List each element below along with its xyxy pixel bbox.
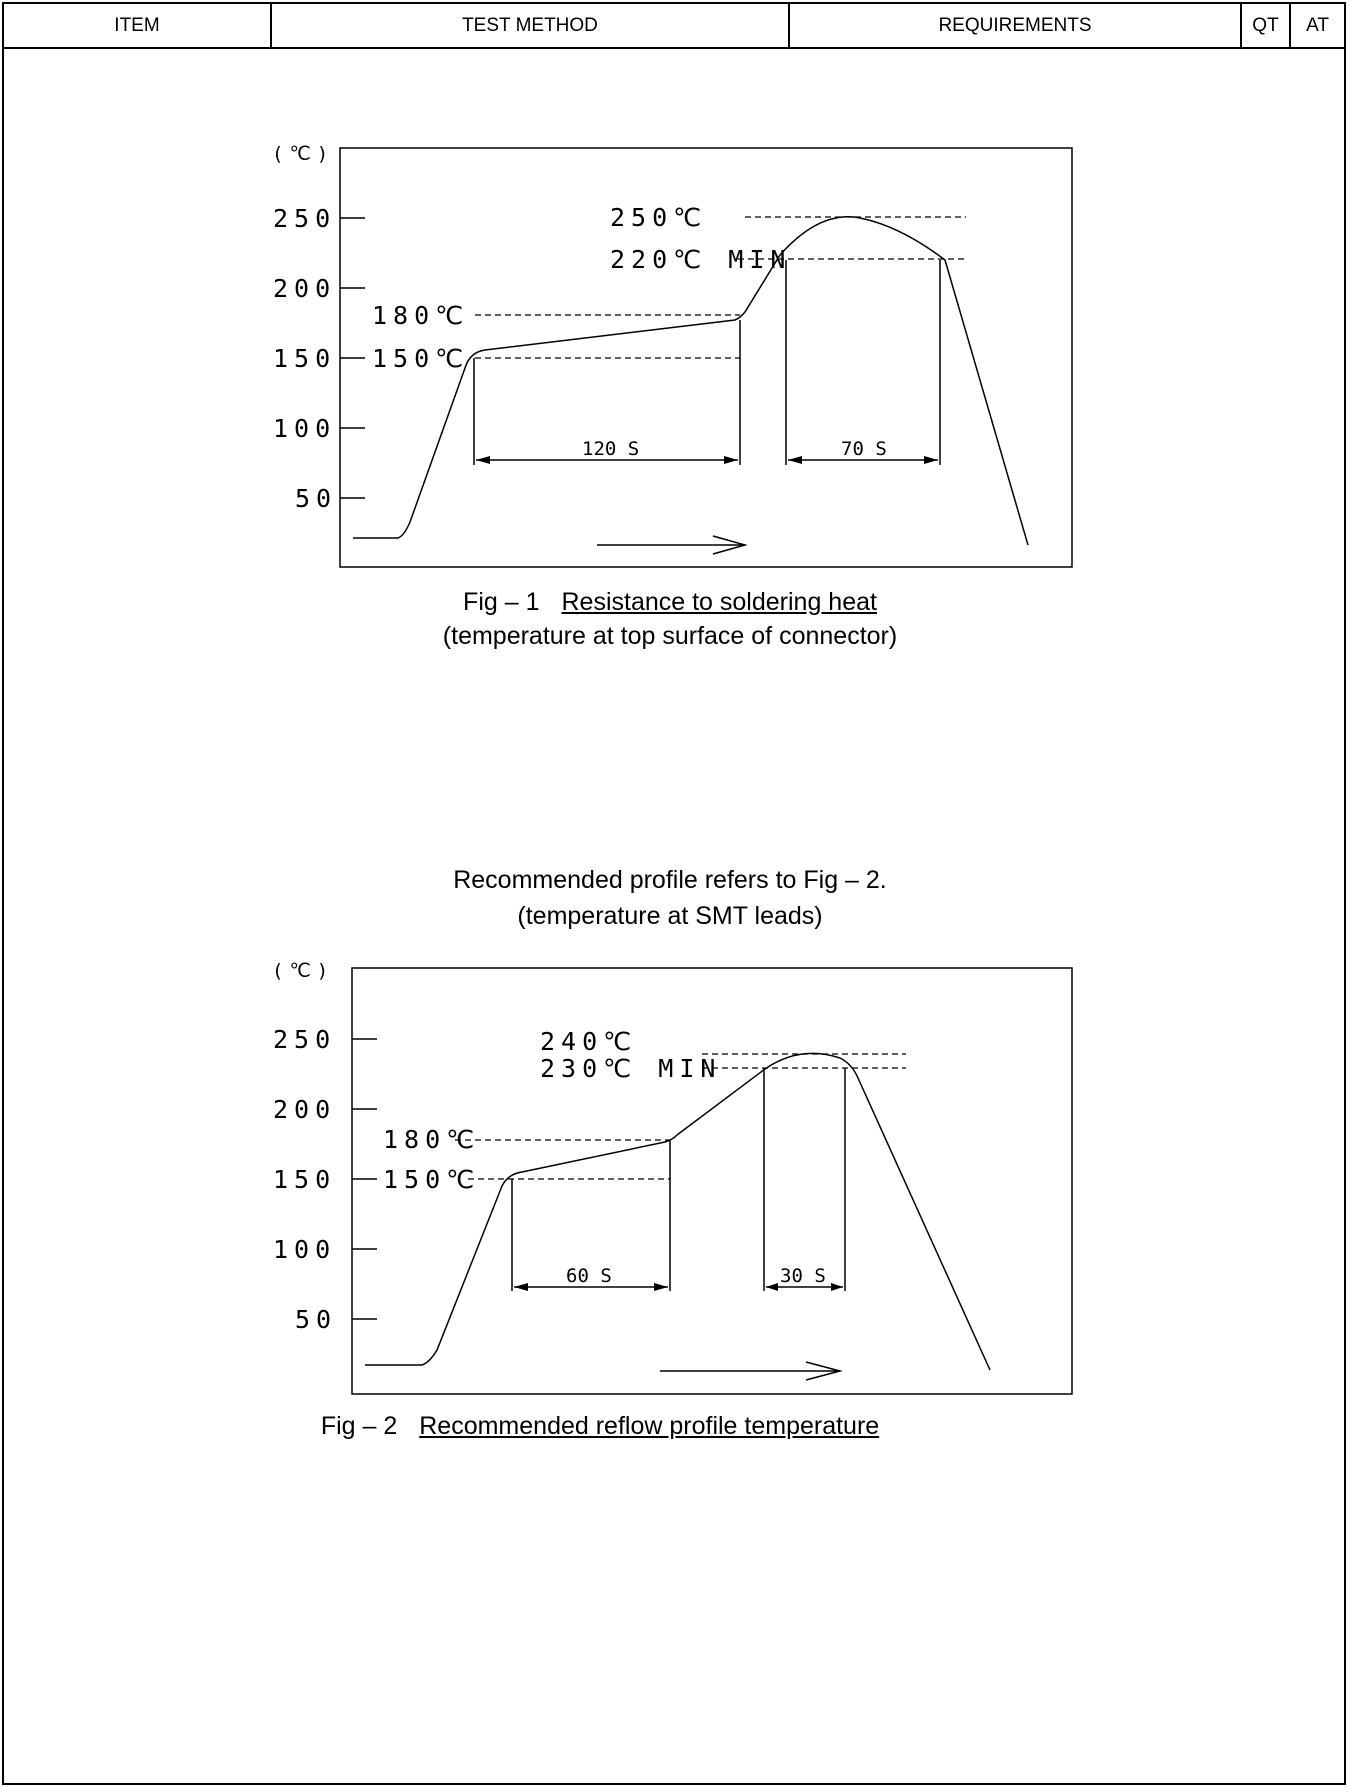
- fig2-profile-curve: [365, 1052, 991, 1371]
- fig2-caption-prefix: Fig – 2: [320, 1412, 398, 1440]
- fig2-tick-50: 50: [295, 1305, 337, 1334]
- fig2-caption: Fig – 2 Recommended reflow profile temper…: [0, 1412, 1270, 1441]
- fig1-unit-label: (℃): [272, 143, 334, 165]
- fig2-peak-label: 240℃: [540, 1027, 637, 1056]
- fig2-soak-low-label: 150℃: [383, 1165, 480, 1194]
- fig2-tick-250: 250: [273, 1025, 336, 1054]
- fig2-soak-high-label: 180℃: [383, 1125, 480, 1154]
- fig1-caption: Fig – 1 Resistance to soldering heat: [0, 588, 1340, 617]
- fig2-intro-line2: (temperature at SMT leads): [517, 902, 823, 930]
- fig1-min-label: 220℃ MIN: [610, 245, 791, 274]
- header-at: AT: [1306, 14, 1329, 36]
- fig1-tick-250: 250: [273, 204, 336, 233]
- header-test-method: TEST METHOD: [272, 4, 790, 47]
- fig2-caption-title: Recommended reflow profile temperature: [419, 1412, 880, 1440]
- fig1-caption-prefix: Fig – 1: [463, 588, 540, 616]
- fig1-caption-title: Resistance to soldering heat: [561, 588, 877, 616]
- header-requirements: REQUIREMENTS: [790, 4, 1242, 47]
- fig2-unit-label: (℃): [272, 960, 334, 982]
- fig1-tick-100: 100: [273, 414, 336, 443]
- table-header: ITEM TEST METHOD REQUIREMENTS QT AT: [4, 4, 1344, 49]
- fig1-tick-200: 200: [273, 274, 336, 303]
- fig1-profile-curve: [353, 216, 1029, 546]
- header-qt: QT: [1242, 4, 1291, 47]
- fig2-tick-100: 100: [273, 1235, 336, 1264]
- fig2-plot-box: [351, 967, 1073, 1395]
- fig1-soak-high-label: 180℃: [372, 301, 469, 330]
- fig1-soak-time-label: 120 S: [582, 438, 639, 460]
- header-item: ITEM: [4, 4, 272, 47]
- fig1-above-min-time-label: 70 S: [841, 438, 887, 460]
- fig2-min-label: 230℃ MIN: [540, 1054, 721, 1083]
- fig1-tick-150: 150: [273, 344, 336, 373]
- fig2-soak-time-label: 60 S: [566, 1265, 612, 1287]
- fig1-peak-label: 250℃: [610, 203, 707, 232]
- fig2-tick-150: 150: [273, 1165, 336, 1194]
- fig2-intro-line1: Recommended profile refers to Fig – 2.: [453, 866, 887, 894]
- fig2-tick-200: 200: [273, 1095, 336, 1124]
- fig1-tick-50: 50: [295, 484, 337, 513]
- fig1-caption-note: (temperature at top surface of connector…: [442, 622, 898, 650]
- fig1-soak-low-label: 150℃: [372, 344, 469, 373]
- fig2-above-min-time-label: 30 S: [780, 1265, 826, 1287]
